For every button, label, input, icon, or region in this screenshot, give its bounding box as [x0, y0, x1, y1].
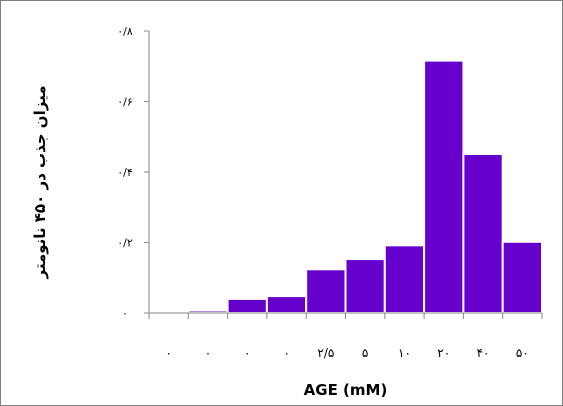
bar [265, 295, 308, 314]
x-tick-label: ۵ [362, 346, 368, 360]
bar [462, 153, 504, 314]
bar [305, 268, 347, 315]
x-tick-label: ۴۰ [477, 346, 490, 360]
axes-group [144, 30, 543, 319]
x-tick-label: ۰ [205, 346, 211, 360]
x-tick-label: ۱۰ [398, 346, 411, 360]
x-tick-label: ۲/۵ [317, 346, 334, 360]
x-tick-label: ۰ [283, 346, 289, 360]
y-tick-label: ۰ [122, 307, 128, 320]
y-tick-label: ۰/۲ [117, 237, 133, 250]
x-tick-label: ۰ [244, 346, 250, 360]
x-tick-label: ۰ [165, 346, 171, 360]
bar [423, 59, 465, 314]
bars-group [148, 59, 544, 315]
tick-labels-group: ۰ ۰/۲ ۰/۴ ۰/۶ ۰/۸ ۰ ۰ ۰ ۰ ۲/۵ ۵ ۱۰ ۲۰ ۴۰ ۵۰ [117, 25, 529, 360]
bar [501, 240, 544, 314]
bar [383, 244, 426, 315]
y-tick-label: ۰/۶ [117, 96, 133, 109]
x-axis-label: AGE (mM) [304, 381, 388, 399]
x-tick-label: ۵۰ [516, 346, 529, 360]
bar [344, 258, 386, 315]
y-tick-label: ۰/۸ [117, 25, 133, 38]
x-tick-label: ۲۰ [437, 346, 450, 360]
y-axis-label: میزان جذب در ۴۵۰ نانومتر [31, 86, 49, 280]
y-tick-label: ۰/۴ [117, 166, 133, 179]
bar [226, 297, 268, 314]
